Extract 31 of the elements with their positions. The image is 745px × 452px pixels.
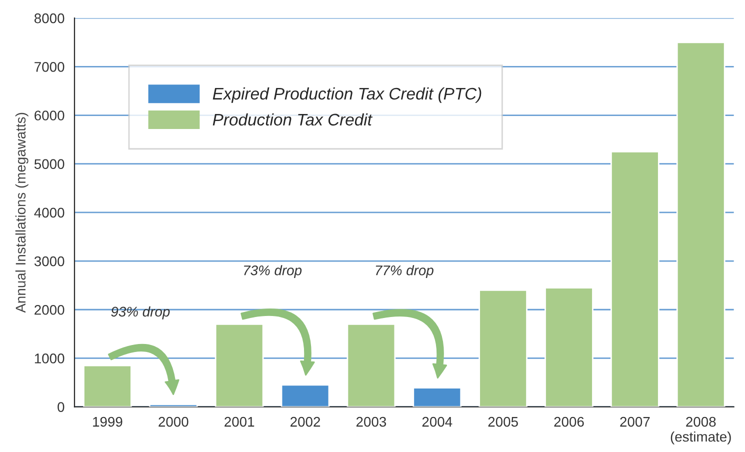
x-tick-label: 2008 (estimate) bbox=[670, 416, 731, 444]
y-axis-title: Annual Installations (megawatts) bbox=[15, 112, 28, 313]
bar bbox=[478, 289, 528, 407]
x-tick-label: 2007 bbox=[620, 416, 650, 427]
bar bbox=[280, 384, 330, 407]
x-tick-label: 2002 bbox=[290, 416, 320, 427]
y-tick-label: 1000 bbox=[34, 354, 64, 364]
x-tick-label: 2001 bbox=[224, 416, 254, 427]
y-tick-label: 6000 bbox=[34, 110, 64, 120]
legend-label: Production Tax Credit bbox=[212, 113, 373, 126]
y-tick-label: 7000 bbox=[34, 62, 64, 72]
x-tick-label: 2004 bbox=[422, 416, 452, 427]
x-tick-label: 2006 bbox=[554, 416, 584, 427]
bar bbox=[544, 287, 594, 407]
y-tick-label: 2000 bbox=[34, 304, 64, 315]
bar bbox=[412, 387, 462, 407]
y-tick-label: 5000 bbox=[34, 159, 64, 170]
bar bbox=[676, 42, 726, 407]
x-tick-label: 2000 bbox=[158, 416, 188, 427]
bar bbox=[148, 404, 198, 407]
annotation: 73% drop bbox=[244, 265, 302, 278]
y-tick-label: 3000 bbox=[34, 256, 64, 266]
x-tick-label: 1999 bbox=[93, 416, 122, 427]
bar bbox=[610, 151, 660, 407]
annotation: 77% drop bbox=[376, 265, 434, 278]
x-tick-label: 2003 bbox=[356, 416, 386, 427]
x-tick-label: 2005 bbox=[488, 416, 518, 427]
legend-label: Expired Production Tax Credit (PTC) bbox=[212, 87, 482, 103]
y-tick-label: 8000 bbox=[34, 13, 64, 24]
y-tick-label: 0 bbox=[58, 402, 64, 412]
y-tick-label: 4000 bbox=[34, 208, 64, 218]
